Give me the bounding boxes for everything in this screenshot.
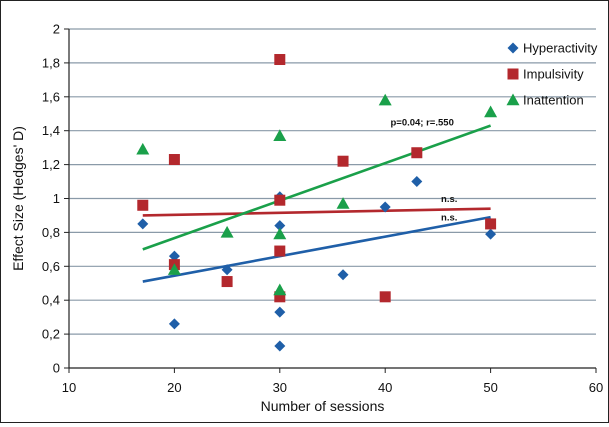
data-points bbox=[136, 54, 498, 352]
trend-line-impulsivity bbox=[142, 207, 491, 217]
data-point-impulsivity bbox=[274, 245, 286, 257]
data-point-impulsivity bbox=[137, 199, 149, 211]
y-tick-label: 0,8 bbox=[42, 225, 60, 240]
legend-marker-impulsivity bbox=[507, 68, 519, 80]
y-tick-label: 1,6 bbox=[42, 89, 60, 104]
x-tick-label: 20 bbox=[167, 380, 181, 395]
x-tick-label: 60 bbox=[589, 380, 603, 395]
data-point-inattention bbox=[484, 105, 498, 118]
data-point-hyperactivity bbox=[168, 318, 180, 330]
data-point-inattention bbox=[273, 227, 287, 240]
data-point-impulsivity bbox=[485, 218, 497, 230]
legend-label-impulsivity: Impulsivity bbox=[523, 67, 584, 82]
legend-marker-inattention bbox=[506, 93, 520, 106]
data-point-inattention bbox=[273, 283, 287, 296]
data-point-hyperactivity bbox=[379, 201, 391, 213]
y-tick-label: 2 bbox=[53, 22, 60, 37]
y-tick-label: 1,2 bbox=[42, 157, 60, 172]
axes bbox=[64, 28, 597, 373]
data-point-impulsivity bbox=[274, 54, 286, 66]
data-point-hyperactivity bbox=[274, 306, 286, 318]
data-point-hyperactivity bbox=[137, 218, 149, 230]
annotations: p=0.04; r=.550 n.s. n.s. bbox=[390, 118, 457, 224]
data-point-impulsivity bbox=[379, 291, 391, 303]
y-tick-label: 1 bbox=[53, 191, 60, 206]
x-tick-label: 50 bbox=[483, 380, 497, 395]
y-tick-label: 0,2 bbox=[42, 327, 60, 342]
y-tick-label: 0,4 bbox=[42, 293, 60, 308]
data-point-inattention bbox=[273, 129, 287, 141]
data-point-impulsivity bbox=[411, 147, 423, 159]
data-point-inattention bbox=[220, 225, 234, 238]
legend-label-inattention: Inattention bbox=[523, 93, 584, 108]
data-point-hyperactivity bbox=[274, 340, 286, 352]
trend-line-hyperactivity bbox=[142, 215, 491, 283]
y-tick-label: 0 bbox=[53, 361, 60, 376]
data-point-inattention bbox=[167, 263, 181, 275]
data-point-impulsivity bbox=[274, 291, 286, 303]
data-point-hyperactivity bbox=[485, 228, 497, 240]
annotation-label: p=0.04; r=.550 bbox=[390, 118, 453, 129]
trend-line-inattention bbox=[142, 124, 492, 251]
y-tick-label: 0,6 bbox=[42, 259, 60, 274]
x-tick-label: 30 bbox=[273, 380, 287, 395]
legend: Hyperactivity Impulsivity Inattention bbox=[506, 41, 598, 108]
data-point-impulsivity bbox=[274, 194, 286, 206]
legend-label-hyperactivity: Hyperactivity bbox=[523, 41, 598, 56]
data-point-impulsivity bbox=[221, 276, 233, 288]
data-point-hyperactivity bbox=[337, 269, 349, 281]
gridlines bbox=[69, 28, 596, 335]
trend-lines bbox=[142, 124, 492, 283]
y-tick-label: 1,4 bbox=[42, 123, 60, 138]
data-point-impulsivity bbox=[337, 155, 349, 167]
tick-labels: 0 0,2 0,4 0,6 0,8 1 1,2 1,4 1,6 1,8 2 10 20 30 40 50 60 bbox=[42, 22, 603, 396]
x-tick-label: 10 bbox=[62, 380, 76, 395]
annotation-label: n.s. bbox=[441, 213, 457, 224]
annotation-label: n.s. bbox=[441, 194, 457, 205]
data-point-inattention bbox=[136, 142, 150, 155]
y-tick-label: 1,8 bbox=[42, 55, 60, 70]
legend-marker-hyperactivity bbox=[507, 42, 519, 54]
x-axis-label: Number of sessions bbox=[261, 398, 385, 414]
data-point-hyperactivity bbox=[411, 176, 423, 188]
data-point-impulsivity bbox=[168, 154, 180, 166]
data-point-hyperactivity bbox=[221, 264, 233, 276]
data-point-inattention bbox=[336, 197, 350, 209]
data-point-inattention bbox=[378, 93, 392, 106]
data-point-hyperactivity bbox=[274, 220, 286, 232]
data-point-hyperactivity bbox=[168, 250, 180, 262]
x-tick-label: 40 bbox=[378, 380, 392, 395]
y-axis-label: Effect Size (Hedges' D) bbox=[10, 126, 26, 271]
